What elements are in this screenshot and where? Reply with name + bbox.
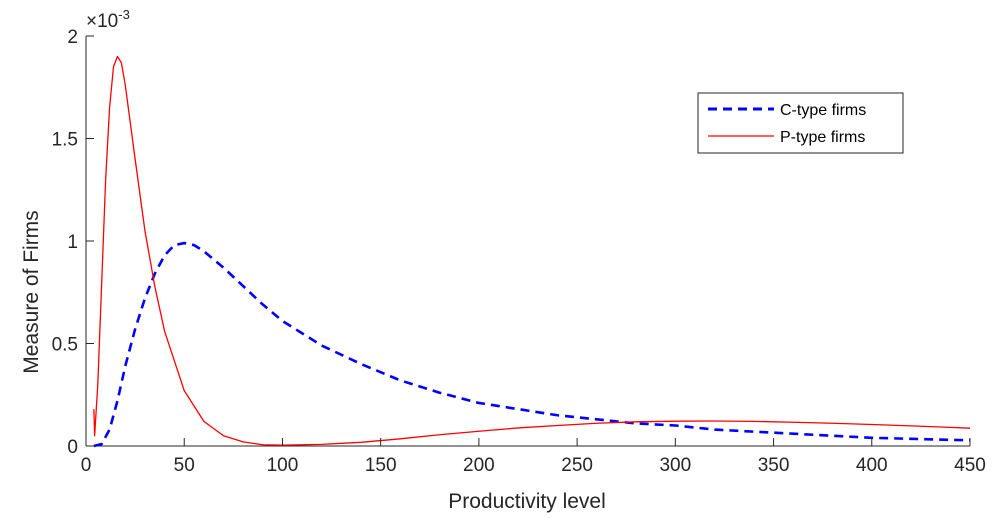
legend-box: [697, 92, 904, 154]
legend: C-type firms P-type firms: [697, 92, 904, 154]
y-tick-label: 1.5: [52, 130, 78, 151]
x-tick-label: 50: [174, 455, 195, 476]
y-axis-title: Measure of Firms: [20, 210, 43, 373]
x-tick-label: 400: [856, 455, 888, 476]
series-layer: [93, 55, 971, 448]
x-tick-label: 250: [561, 455, 593, 476]
y-tick-label: 0.5: [52, 335, 78, 356]
legend-label-p-type: P-type firms: [780, 129, 865, 146]
x-tick-label: 450: [954, 455, 986, 476]
y-tick-label: 0: [67, 437, 78, 458]
x-axis-title: Productivity level: [448, 490, 606, 513]
y-axis-exponent-base: ×10: [86, 11, 118, 32]
series-line-p-type: [93, 55, 971, 446]
x-tick-label: 150: [365, 455, 397, 476]
x-tick-label: 350: [758, 455, 790, 476]
y-tick-label: 2: [67, 27, 78, 48]
y-tick-label: 1: [67, 232, 78, 253]
x-tick-label: 0: [81, 455, 92, 476]
series-line-c-type: [93, 241, 971, 448]
y-axis-exponent-label: ×10-3: [86, 7, 130, 32]
x-tick-label: 200: [463, 455, 495, 476]
legend-label-c-type: C-type firms: [780, 102, 866, 119]
y-axis-exponent-power: -3: [118, 7, 130, 22]
x-tick-label: 100: [267, 455, 299, 476]
x-tick-label: 300: [659, 455, 691, 476]
ticks-layer: 0 50 100 150 200 250 300 350 400 450 0 0.5 1 1.5 2: [52, 27, 986, 476]
